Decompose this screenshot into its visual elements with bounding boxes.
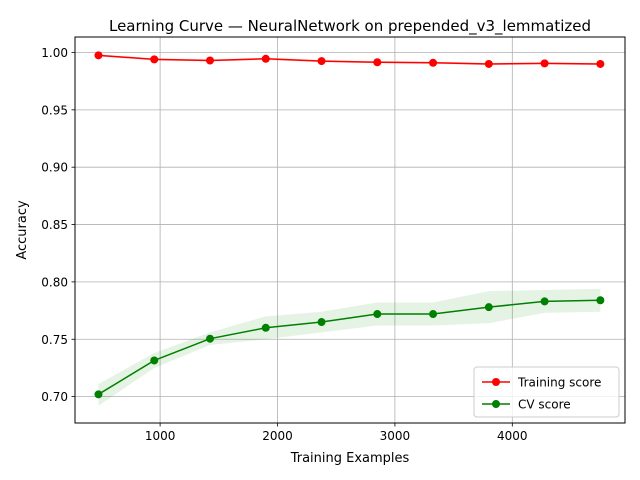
x-tick-label: 3000: [380, 429, 411, 443]
training-score-point: [317, 57, 326, 66]
training-score-point: [373, 58, 382, 67]
cv-score-point: [540, 297, 549, 306]
cv-score-point: [94, 390, 103, 399]
y-tick-label: 0.85: [41, 218, 68, 232]
x-tick-label: 1000: [145, 429, 176, 443]
y-axis-ticks: 0.70 0.75 0.80 0.85 0.90 0.95 1.00: [41, 46, 75, 404]
cv-score-line: [98, 299, 601, 395]
y-tick-label: 0.95: [41, 103, 68, 117]
cv-score-band: [98, 288, 601, 406]
cv-score-point: [373, 310, 382, 319]
plot-area-frame: [74, 36, 626, 424]
chart-title: Learning Curve — NeuralNetwork on prepen…: [109, 17, 591, 36]
grid-lines: [75, 37, 625, 423]
training-score-point: [206, 56, 215, 65]
legend: Training score CV score: [473, 366, 620, 418]
legend-training-score-swatch-marker: [492, 378, 500, 386]
training-score-point: [429, 58, 438, 67]
cv-score-point: [484, 303, 493, 312]
series-lines: [98, 54, 601, 395]
training-score-point: [540, 59, 549, 68]
cv-score-point: [596, 296, 605, 305]
legend-box: [473, 366, 620, 418]
training-score-point: [94, 51, 103, 60]
training-score-line: [98, 54, 601, 65]
x-tick-label: 4000: [497, 429, 528, 443]
y-tick-label: 1.00: [41, 46, 68, 60]
y-tick-label: 0.70: [41, 390, 68, 404]
x-axis-label: Training Examples: [290, 451, 410, 466]
cv-score-point: [261, 323, 270, 332]
training-score-point: [150, 55, 159, 64]
y-tick-label: 0.80: [41, 275, 68, 289]
legend-cv-score-swatch-marker: [492, 400, 500, 408]
y-tick-label: 0.75: [41, 333, 68, 347]
x-axis-ticks: 1000 2000 3000 4000: [145, 423, 528, 443]
cv-score-point: [429, 310, 438, 319]
x-tick-label: 2000: [262, 429, 293, 443]
cv-score-point: [150, 356, 159, 365]
training-score-point: [261, 54, 270, 63]
y-axis-label: Accuracy: [15, 200, 30, 260]
cv-score-point: [317, 318, 326, 327]
legend-training-score-label: Training score: [517, 376, 601, 390]
cv-score-point: [206, 334, 215, 343]
training-score-point: [484, 59, 493, 68]
training-score-point: [596, 59, 605, 68]
y-tick-label: 0.90: [41, 161, 68, 175]
legend-cv-score-label: CV score: [518, 398, 571, 412]
series-points: [94, 51, 605, 399]
